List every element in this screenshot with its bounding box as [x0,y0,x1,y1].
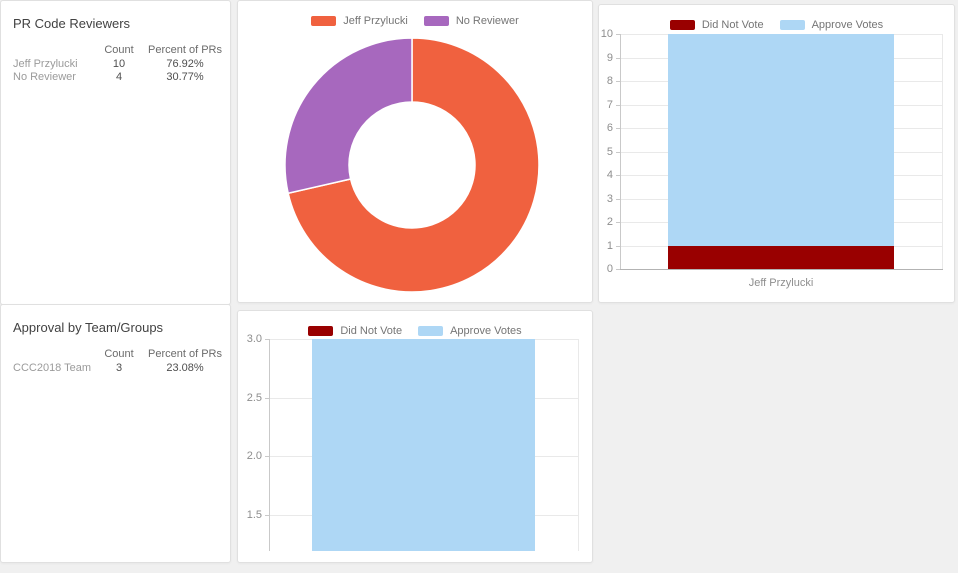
y-axis-tick [616,246,620,247]
legend-item-did-not-vote[interactable]: Did Not Vote [669,19,764,31]
team-approval-table: Count Percent of PRs CCC2018 Team 3 23.08% [13,348,225,375]
y-axis-tick-label: 2.5 [246,392,262,404]
y-axis-tick-label: 9 [606,52,613,64]
plot-right-border [578,339,579,551]
cell-count: 10 [112,58,126,70]
legend-swatch-did-not-vote [308,326,334,336]
legend-item-did-not-vote[interactable]: Did Not Vote [308,325,402,337]
y-axis-tick [616,58,620,59]
legend-label: Did Not Vote [340,325,403,337]
pr-reviewers-table: Count Percent of PRs Jeff Przylucki 10 76.… [13,44,225,84]
legend-item-approve-votes[interactable]: Approve Votes [418,325,522,337]
y-axis-tick [616,222,620,223]
table-row: No Reviewer 4 30.77% [13,71,225,84]
approval-by-team-title: Approval by Team/Groups [13,320,164,335]
legend-label: Approve Votes [811,19,884,31]
y-axis-tick [616,105,620,106]
column-header-blank [13,44,93,58]
row-label: CCC2018 Team [13,362,92,374]
column-header-count: Count [104,44,134,56]
donut-slice-jeff-przylucki[interactable] [287,37,540,293]
bar-segment-approve-votes[interactable] [312,339,535,551]
cell-count: 4 [115,71,123,83]
donut-slice-no-reviewer[interactable] [284,37,413,195]
legend-swatch-did-not-vote [669,20,695,30]
pr-code-reviewers-widget: PR Code Reviewers Count Percent of PRs J… [0,0,231,305]
legend-swatch-jeff-przylucki [311,16,337,26]
donut-chart-legend: Jeff Przylucki No Reviewer [238,15,592,27]
legend-item-jeff-przylucki[interactable]: Jeff Przylucki [311,15,408,27]
legend-swatch-no-reviewer [423,16,449,26]
column-header-percent-of-prs: Percent of PRs [148,44,222,56]
y-axis-line [620,34,621,269]
x-axis-category-label: Jeff Przylucki [748,277,814,289]
x-axis-baseline [620,269,943,270]
votes-chart-legend: Did Not Vote Approve Votes [599,19,954,31]
y-axis-tick-label: 6 [606,122,613,134]
row-label: Jeff Przylucki [13,58,78,70]
legend-swatch-approve-votes [779,20,805,30]
y-axis-tick-label: 10 [600,28,613,40]
y-axis-tick-label: 1 [606,240,613,252]
legend-item-approve-votes[interactable]: Approve Votes [779,19,884,31]
team-votes-bar-chart: 1.5 2.0 2.5 3.0 [238,311,592,562]
y-axis-tick [265,456,269,457]
cell-percent: 23.08% [166,362,204,374]
y-axis-tick-label: 4 [606,169,613,181]
reviewer-votes-bar-chart: 0 1 2 3 4 5 6 7 8 9 10 [599,5,954,302]
legend-label: Did Not Vote [701,19,764,31]
cell-percent: 30.77% [166,71,204,83]
team-chart-legend: Did Not Vote Approve Votes [238,325,592,337]
y-axis-tick [616,269,620,270]
y-axis-tick-label: 2 [606,216,613,228]
y-axis-tick [616,152,620,153]
y-axis-tick-label: 8 [606,75,613,87]
y-axis-tick [616,128,620,129]
table-header-row: Count Percent of PRs [13,348,225,362]
y-axis-tick [265,398,269,399]
plot-right-border [942,34,943,269]
column-header-percent-of-prs: Percent of PRs [148,348,222,360]
cell-percent: 76.92% [166,58,204,70]
legend-label: Approve Votes [450,325,522,337]
table-row: CCC2018 Team 3 23.08% [13,362,225,375]
row-label: No Reviewer [13,71,76,83]
y-axis-tick-label: 1.5 [246,509,262,521]
reviewer-share-donut-widget: Jeff Przylucki No Reviewer [237,0,593,303]
pr-code-reviewers-title: PR Code Reviewers [13,16,131,31]
y-axis-line [269,339,270,551]
y-axis-tick-label: 0 [606,263,613,275]
column-header-count: Count [104,348,134,360]
table-row: Jeff Przylucki 10 76.92% [13,58,225,71]
y-axis-tick [616,34,620,35]
y-axis-tick [616,199,620,200]
reviewer-votes-chart-widget: Did Not Vote Approve Votes 0 1 2 3 4 5 6 7 8 9 10 … [598,4,955,303]
y-axis-tick [265,515,269,516]
bar-segment-approve-votes[interactable] [668,34,894,246]
legend-item-no-reviewer[interactable]: No Reviewer [423,15,519,27]
reviewer-share-donut-chart [284,37,540,293]
team-votes-chart-widget: Did Not Vote Approve Votes 1.5 2.0 2.5 3.0 [237,310,593,563]
column-header-blank [13,348,93,362]
table-header-row: Count Percent of PRs [13,44,225,58]
y-axis-tick-label: 3 [606,193,613,205]
y-axis-tick [616,81,620,82]
legend-label: Jeff Przylucki [343,15,408,27]
approval-by-team-widget: Approval by Team/Groups Count Percent of… [0,304,231,563]
cell-count: 3 [115,362,123,374]
y-axis-tick-label: 2.0 [246,450,262,462]
y-axis-tick [616,175,620,176]
legend-swatch-approve-votes [418,326,444,336]
y-axis-tick-label: 3.0 [246,333,262,345]
y-axis-tick-label: 5 [606,146,613,158]
legend-label: No Reviewer [455,15,519,27]
y-axis-tick [265,339,269,340]
y-axis-tick-label: 7 [606,99,613,111]
bar-segment-did-not-vote[interactable] [668,245,894,269]
